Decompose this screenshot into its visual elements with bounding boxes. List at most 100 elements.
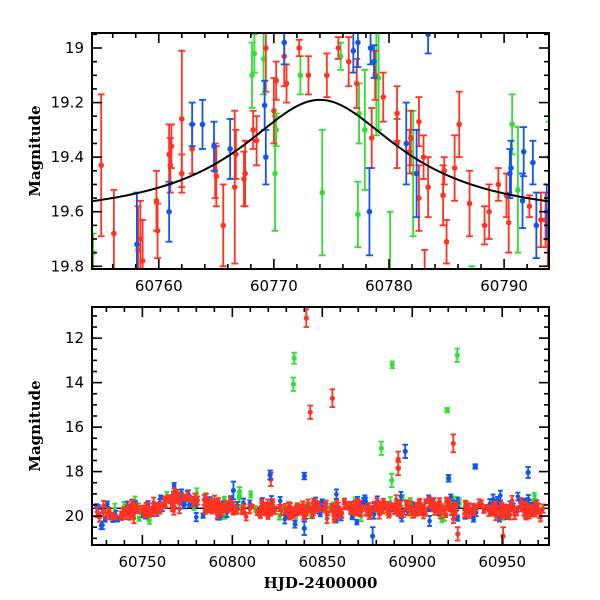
blue-point xyxy=(226,118,234,180)
blue-point xyxy=(193,512,199,523)
data-point xyxy=(450,440,456,446)
data-point xyxy=(431,500,437,506)
data-point xyxy=(111,230,117,237)
red-point xyxy=(368,505,374,516)
green-point xyxy=(136,515,142,522)
data-point xyxy=(519,197,526,204)
blue-point xyxy=(280,33,288,66)
red-point xyxy=(420,507,426,520)
data-point xyxy=(455,531,461,537)
data-point xyxy=(532,493,537,499)
red-point xyxy=(511,505,517,513)
data-point xyxy=(240,509,245,514)
data-point xyxy=(420,154,427,160)
data-point xyxy=(104,501,110,507)
data-point xyxy=(446,475,452,481)
red-point xyxy=(345,501,351,511)
data-point xyxy=(537,511,543,517)
red-point xyxy=(391,504,397,515)
green-point xyxy=(361,68,369,191)
green-point xyxy=(248,41,256,109)
red-point xyxy=(415,96,423,148)
data-point xyxy=(227,146,233,152)
data-point xyxy=(189,146,195,152)
red-point xyxy=(329,503,335,509)
red-point xyxy=(156,501,162,511)
red-outlier-point xyxy=(395,460,402,477)
data-point xyxy=(515,187,521,193)
data-point xyxy=(523,512,529,518)
blue-point xyxy=(424,33,432,55)
data-point xyxy=(387,510,392,516)
data-point xyxy=(157,503,162,509)
red-point xyxy=(255,508,261,515)
data-point xyxy=(307,506,313,511)
data-point xyxy=(357,503,363,508)
data-point xyxy=(297,72,304,79)
data-point xyxy=(307,409,313,415)
data-point xyxy=(211,143,217,150)
red-point xyxy=(481,507,487,514)
red-point xyxy=(232,128,240,180)
data-point xyxy=(294,509,299,515)
data-point xyxy=(265,514,271,520)
data-point xyxy=(272,170,278,177)
data-point xyxy=(444,500,450,505)
data-point xyxy=(366,208,373,215)
data-point xyxy=(472,463,478,470)
data-point xyxy=(352,501,358,506)
data-point xyxy=(373,504,379,510)
blue-point xyxy=(349,33,357,74)
red-point xyxy=(178,49,186,189)
data-point xyxy=(139,506,144,512)
data-point xyxy=(310,512,315,518)
y-tick-label: 20 xyxy=(65,507,84,525)
data-point xyxy=(166,208,172,215)
red-point xyxy=(110,188,118,269)
red-point xyxy=(424,156,432,219)
red-point xyxy=(167,495,173,504)
data-point xyxy=(154,228,161,234)
data-point xyxy=(149,507,154,513)
data-point xyxy=(286,508,292,514)
y-tick-label: 19 xyxy=(65,39,84,57)
data-point xyxy=(236,489,243,495)
red-point xyxy=(444,496,450,508)
green-outlier-point xyxy=(444,407,450,414)
red-point xyxy=(448,505,454,517)
data-point xyxy=(410,509,416,515)
data-point xyxy=(417,509,423,514)
data-point xyxy=(520,148,527,155)
red-point xyxy=(331,515,337,524)
data-point xyxy=(192,496,198,501)
blue-point xyxy=(354,33,362,69)
data-point xyxy=(354,519,360,525)
data-point xyxy=(378,502,384,508)
red-point xyxy=(420,134,428,180)
data-point xyxy=(260,56,267,62)
blue-point xyxy=(506,148,514,199)
data-point xyxy=(370,533,376,539)
data-point xyxy=(416,195,422,201)
data-point xyxy=(144,510,149,516)
data-point xyxy=(451,516,456,522)
data-point xyxy=(319,499,325,504)
data-point xyxy=(270,499,276,505)
data-point xyxy=(112,506,118,511)
red-point xyxy=(293,508,299,516)
red-point xyxy=(195,495,201,506)
red-point xyxy=(373,502,379,512)
data-point xyxy=(350,47,357,54)
red-point xyxy=(379,71,387,123)
red-point xyxy=(230,509,236,516)
red-point xyxy=(208,503,214,512)
red-point xyxy=(410,509,416,516)
red-point xyxy=(334,36,342,60)
data-point xyxy=(263,45,269,51)
red-point xyxy=(317,502,323,513)
red-point xyxy=(336,505,342,514)
green-point xyxy=(271,115,279,232)
y-tick-label: 18 xyxy=(65,463,84,481)
red-point xyxy=(151,496,157,509)
data-point xyxy=(271,107,277,114)
